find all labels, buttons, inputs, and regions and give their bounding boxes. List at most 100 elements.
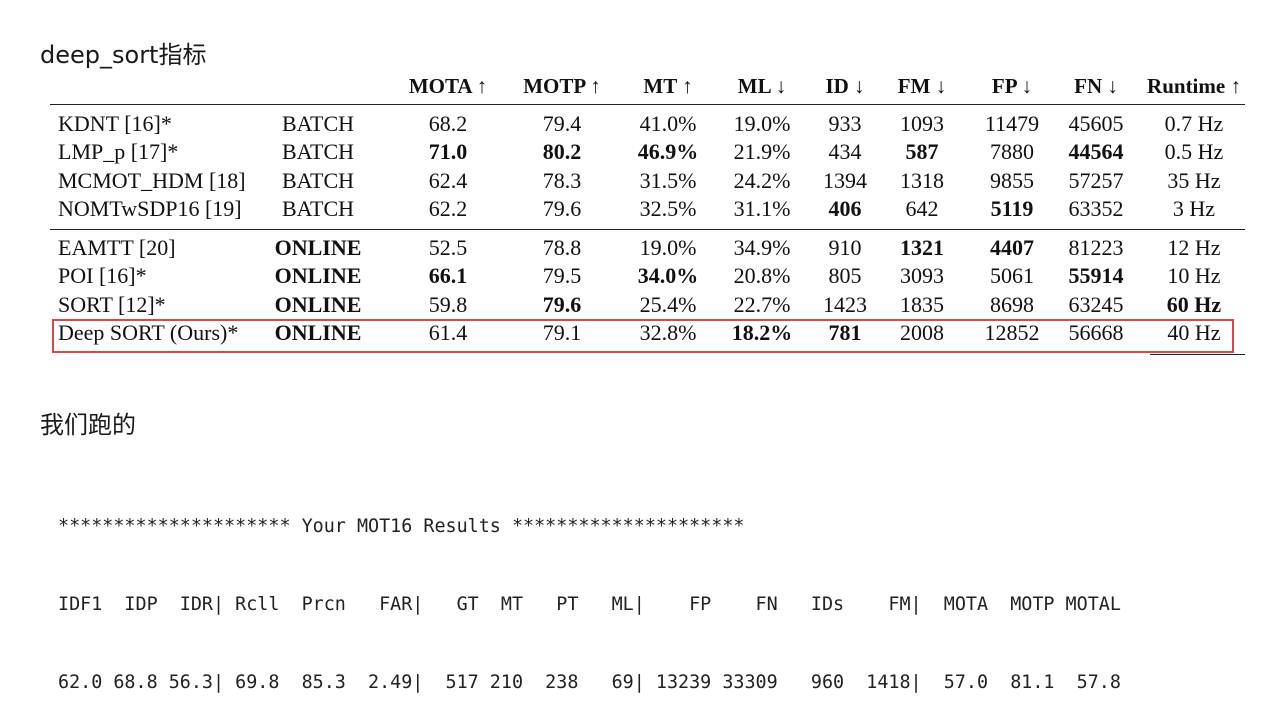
cell-fp: 11479 [984, 111, 1040, 136]
cell-runtime: 0.7 Hz [1164, 111, 1224, 136]
cell-fp: 8698 [990, 292, 1034, 317]
cell-runtime: 60 Hz [1166, 292, 1222, 317]
cell-mode: ONLINE [274, 292, 362, 317]
cell-mota: 66.1 [428, 263, 468, 288]
cell-motp: 79.6 [542, 292, 582, 317]
cell-fn: 56668 [1068, 320, 1124, 345]
table-row: KDNT [16]* BATCH 68.2 79.4 41.0% 19.0% 933 1093… [50, 110, 1250, 138]
cell-mota: 62.2 [428, 196, 468, 221]
cell-runtime: 3 Hz [1172, 196, 1216, 221]
cell-fp: 12852 [984, 320, 1040, 345]
cell-method: EAMTT [20] [58, 235, 176, 260]
cell-mt: 32.8% [639, 320, 697, 345]
cell-runtime: 10 Hz [1167, 263, 1221, 288]
cell-ml: 31.1% [733, 196, 791, 221]
table-row: POI [16]* ONLINE 66.1 79.5 34.0% 20.8% 805 3093… [50, 262, 1250, 290]
column-header-motp: MOTP ↑ [523, 74, 601, 98]
results-header-line: IDF1 IDP IDR| Rcll Prcn FAR| GT MT PT ML… [58, 594, 1121, 615]
cell-fn: 63245 [1068, 292, 1124, 317]
cell-mt: 32.5% [639, 196, 697, 221]
cell-id: 1394 [823, 168, 867, 193]
cell-fm: 3093 [900, 263, 944, 288]
cell-method: NOMTwSDP16 [19] [58, 196, 242, 221]
cell-fn: 81223 [1068, 235, 1124, 260]
cell-runtime: 40 Hz [1167, 320, 1221, 345]
table-row: MCMOT_HDM [18] BATCH 62.4 78.3 31.5% 24.2% 139… [50, 167, 1250, 195]
results-values-line: 62.0 68.8 56.3| 69.8 85.3 2.49| 517 210 … [58, 672, 1121, 693]
cell-mota: 61.4 [428, 320, 468, 345]
cell-method: LMP_p [17]* [58, 139, 179, 164]
cell-ml: 19.0% [733, 111, 791, 136]
cell-fm: 1093 [900, 111, 944, 136]
cell-ml: 18.2% [731, 320, 793, 345]
cell-mode: BATCH [281, 196, 355, 221]
cell-mode: BATCH [281, 168, 355, 193]
cell-mode: ONLINE [274, 320, 362, 345]
cell-fn: 55914 [1068, 263, 1124, 288]
cell-motp: 79.1 [542, 320, 582, 345]
cell-ml: 21.9% [733, 139, 791, 164]
column-header-fp: FP ↓ [991, 74, 1033, 98]
cell-mt: 41.0% [639, 111, 697, 136]
mot16-results-block: ********************* Your MOT16 Results… [58, 462, 1121, 722]
cell-mode: ONLINE [274, 263, 362, 288]
cell-mt: 19.0% [639, 235, 697, 260]
cell-ml: 20.8% [733, 263, 791, 288]
cell-method: Deep SORT (Ours)* [58, 320, 239, 345]
table-row: LMP_p [17]* BATCH 71.0 80.2 46.9% 21.9% 434 587… [50, 138, 1250, 166]
cell-fp: 5061 [990, 263, 1034, 288]
highlight-box-deep-sort-row [52, 319, 1234, 353]
section-title-our-run: 我们跑的 [40, 411, 136, 439]
cell-runtime: 12 Hz [1167, 235, 1221, 260]
cell-motp: 78.8 [542, 235, 582, 260]
cell-mota: 52.5 [428, 235, 468, 260]
cell-method: KDNT [16]* [58, 111, 172, 136]
cell-motp: 80.2 [542, 139, 582, 164]
deep-sort-metrics-table: MOTA ↑ MOTP ↑ MT ↑ ML ↓ ID ↓ FM ↓ FP ↓ FN ↓ Runt… [50, 66, 1250, 366]
bottom-rule [1150, 354, 1245, 355]
cell-runtime: 35 Hz [1167, 168, 1221, 193]
cell-mode: ONLINE [274, 235, 362, 260]
cell-mt: 31.5% [639, 168, 697, 193]
column-header-runtime: Runtime ↑ [1147, 74, 1241, 98]
cell-motp: 79.4 [542, 111, 582, 136]
cell-fp: 7880 [990, 139, 1034, 164]
cell-id: 1423 [823, 292, 867, 317]
cell-fn: 45605 [1068, 111, 1124, 136]
cell-id: 434 [828, 139, 862, 164]
table-row: NOMTwSDP16 [19] BATCH 62.2 79.6 32.5% 31.1% 40… [50, 195, 1250, 223]
cell-fm: 642 [905, 196, 939, 221]
cell-motp: 78.3 [542, 168, 582, 193]
results-banner: ********************* Your MOT16 Results… [58, 516, 745, 537]
column-header-mt: MT ↑ [643, 74, 693, 98]
cell-fm: 1321 [900, 235, 944, 260]
cell-motp: 79.5 [542, 263, 582, 288]
cell-mt: 34.0% [637, 263, 699, 288]
cell-method: SORT [12]* [58, 292, 166, 317]
cell-fn: 57257 [1068, 168, 1124, 193]
cell-fn: 63352 [1068, 196, 1124, 221]
column-header-id: ID ↓ [825, 74, 865, 98]
table-row: SORT [12]* ONLINE 59.8 79.6 25.4% 22.7% 1423 18… [50, 291, 1250, 319]
cell-id: 910 [828, 235, 862, 260]
cell-mota: 68.2 [428, 111, 468, 136]
group-separator-rule [50, 229, 1245, 230]
cell-ml: 22.7% [733, 292, 791, 317]
cell-fm: 1835 [900, 292, 944, 317]
column-header-mota: MOTA ↑ [408, 74, 488, 98]
table-row: EAMTT [20] ONLINE 52.5 78.8 19.0% 34.9% 910 132… [50, 234, 1250, 262]
cell-mota: 62.4 [428, 168, 468, 193]
cell-ml: 34.9% [733, 235, 791, 260]
cell-runtime: 0.5 Hz [1164, 139, 1224, 164]
cell-method: MCMOT_HDM [18] [58, 168, 246, 193]
cell-id: 406 [828, 196, 862, 221]
cell-mt: 25.4% [639, 292, 697, 317]
cell-fp: 5119 [990, 196, 1034, 221]
cell-mt: 46.9% [637, 139, 699, 164]
cell-id: 781 [828, 320, 862, 345]
cell-mode: BATCH [281, 139, 355, 164]
cell-fp: 9855 [990, 168, 1034, 193]
table-header-row: MOTA ↑ MOTP ↑ MT ↑ ML ↓ ID ↓ FM ↓ FP ↓ FN ↓ Runt… [50, 72, 1250, 100]
cell-mota: 71.0 [428, 139, 468, 164]
cell-mota: 59.8 [428, 292, 468, 317]
